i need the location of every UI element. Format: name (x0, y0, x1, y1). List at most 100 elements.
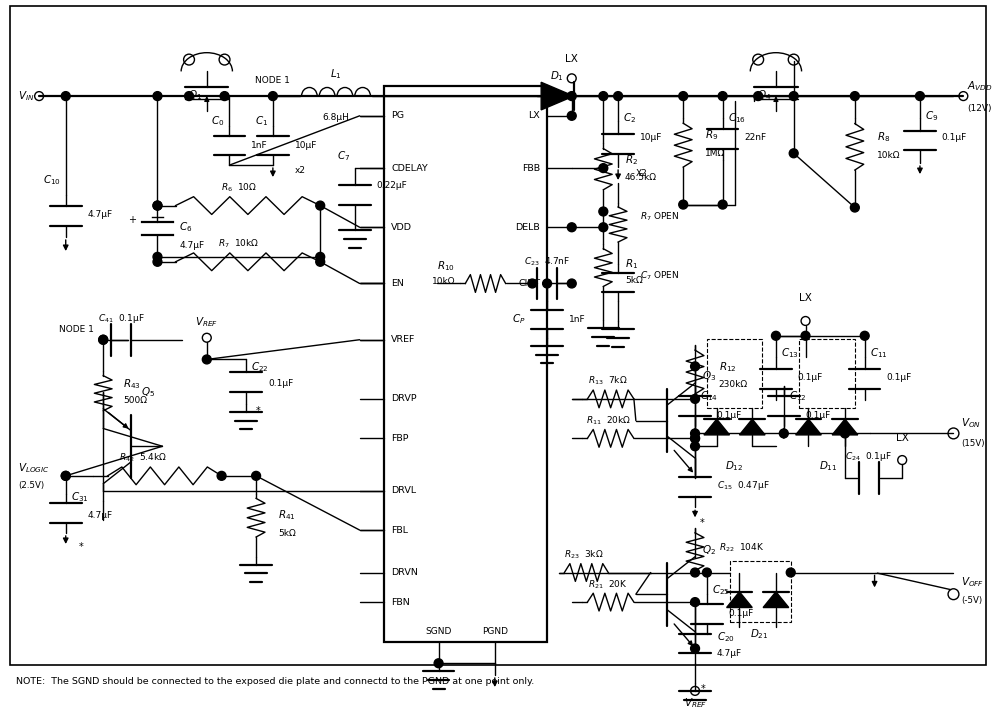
Text: PG: PG (391, 112, 404, 120)
Circle shape (153, 252, 162, 262)
Text: LX: LX (565, 53, 578, 63)
Text: $R_8$: $R_8$ (877, 131, 890, 144)
Circle shape (841, 429, 849, 438)
Text: 10kΩ: 10kΩ (877, 151, 900, 160)
Text: $R_{21}$  20K: $R_{21}$ 20K (588, 578, 628, 591)
Text: $V_{REF}$: $V_{REF}$ (684, 696, 707, 710)
Circle shape (217, 471, 226, 481)
Circle shape (528, 279, 537, 288)
Text: 46.5kΩ: 46.5kΩ (625, 173, 657, 183)
Circle shape (850, 203, 859, 212)
Text: $V_{OFF}$: $V_{OFF}$ (961, 575, 985, 589)
Text: $C_{23}$  4.7nF: $C_{23}$ 4.7nF (524, 255, 570, 268)
Circle shape (316, 257, 325, 266)
Text: $V_{REF}$: $V_{REF}$ (195, 315, 218, 329)
Circle shape (779, 429, 788, 438)
Circle shape (691, 434, 699, 443)
Text: (2.5V): (2.5V) (18, 481, 45, 490)
Text: VDD: VDD (391, 223, 412, 232)
Text: $C_9$: $C_9$ (925, 109, 938, 123)
Text: $R_{12}$: $R_{12}$ (719, 360, 736, 374)
Text: LX: LX (896, 434, 909, 444)
Text: $C_6$: $C_6$ (179, 220, 193, 234)
Text: $R_{42}$  5.4kΩ: $R_{42}$ 5.4kΩ (119, 451, 167, 464)
Text: (12V): (12V) (967, 105, 992, 114)
Circle shape (718, 92, 727, 100)
Text: $C_{41}$  0.1μF: $C_{41}$ 0.1μF (98, 311, 144, 324)
Text: $C_2$: $C_2$ (623, 111, 636, 124)
Text: LX: LX (799, 294, 812, 304)
Circle shape (691, 362, 699, 371)
Text: $R_7$  10kΩ: $R_7$ 10kΩ (218, 237, 260, 250)
Text: 0.1μF: 0.1μF (798, 373, 823, 382)
Circle shape (202, 355, 211, 364)
Text: 10μF: 10μF (640, 133, 662, 142)
Text: $Q_4$: $Q_4$ (757, 88, 771, 102)
Text: $C_1$: $C_1$ (255, 114, 268, 128)
Text: FBB: FBB (522, 164, 540, 173)
Text: PGND: PGND (482, 627, 508, 636)
Text: 5kΩ: 5kΩ (625, 276, 643, 285)
Text: $C_7$: $C_7$ (337, 149, 350, 163)
Text: $C_0$: $C_0$ (211, 114, 225, 128)
Text: 0.1μF: 0.1μF (886, 373, 912, 382)
Circle shape (316, 201, 325, 210)
Circle shape (543, 279, 552, 288)
Circle shape (691, 598, 699, 606)
Text: $Q_3$: $Q_3$ (702, 369, 716, 383)
Text: $R_{10}$: $R_{10}$ (437, 259, 455, 272)
Circle shape (61, 92, 70, 100)
Text: $V_{IN}$: $V_{IN}$ (18, 89, 35, 103)
Text: $R_2$: $R_2$ (625, 154, 638, 167)
Text: $C_{14}$: $C_{14}$ (700, 389, 718, 403)
Circle shape (679, 200, 688, 209)
Polygon shape (704, 419, 730, 435)
Text: $C_7$ OPEN: $C_7$ OPEN (640, 269, 679, 282)
Text: 1MΩ: 1MΩ (705, 149, 725, 158)
Text: $Q_1$: $Q_1$ (188, 88, 202, 102)
Text: FBP: FBP (391, 434, 409, 443)
Text: $A_{VDD}$: $A_{VDD}$ (967, 80, 993, 93)
Text: $C_{11}$: $C_{11}$ (870, 347, 887, 360)
Text: LX: LX (528, 112, 540, 120)
Text: DELB: DELB (515, 223, 540, 232)
Text: *: * (701, 684, 706, 694)
Text: 4.7μF: 4.7μF (179, 240, 204, 250)
Text: $C_{15}$  0.47μF: $C_{15}$ 0.47μF (717, 479, 769, 492)
Text: $C_{16}$: $C_{16}$ (728, 111, 746, 124)
Text: $C_{12}$: $C_{12}$ (789, 389, 806, 403)
Text: 22nF: 22nF (744, 133, 766, 142)
Text: NODE 1: NODE 1 (255, 76, 290, 85)
Circle shape (691, 442, 699, 451)
Polygon shape (763, 592, 789, 607)
Text: 0.1μF: 0.1μF (268, 379, 293, 387)
Text: $C_P$: $C_P$ (512, 312, 525, 326)
Circle shape (718, 200, 727, 209)
Text: $L_1$: $L_1$ (330, 68, 342, 81)
Text: FBN: FBN (391, 598, 410, 606)
Text: $D_{11}$: $D_{11}$ (819, 459, 838, 473)
Text: CDELAY: CDELAY (391, 164, 428, 173)
Circle shape (702, 568, 711, 577)
Circle shape (567, 223, 576, 232)
Circle shape (99, 336, 108, 344)
Text: $R_{13}$  7kΩ: $R_{13}$ 7kΩ (588, 375, 628, 387)
Text: 5kΩ: 5kΩ (278, 528, 296, 538)
Circle shape (786, 568, 795, 577)
Text: *: * (700, 518, 705, 528)
Text: DRVP: DRVP (391, 395, 417, 403)
Circle shape (599, 164, 608, 173)
Circle shape (153, 201, 162, 210)
Circle shape (679, 92, 688, 100)
Text: $R_{11}$  20kΩ: $R_{11}$ 20kΩ (586, 415, 631, 427)
Text: x2: x2 (295, 166, 306, 175)
Text: 230kΩ: 230kΩ (719, 380, 748, 389)
Text: DRVL: DRVL (391, 486, 416, 495)
Circle shape (153, 201, 162, 210)
Polygon shape (739, 419, 765, 435)
Circle shape (434, 659, 443, 668)
Text: 0.1μF: 0.1μF (717, 411, 742, 420)
Text: EN: EN (391, 279, 404, 288)
Text: FBL: FBL (391, 525, 408, 535)
Text: $C_{22}$: $C_{22}$ (251, 360, 269, 374)
